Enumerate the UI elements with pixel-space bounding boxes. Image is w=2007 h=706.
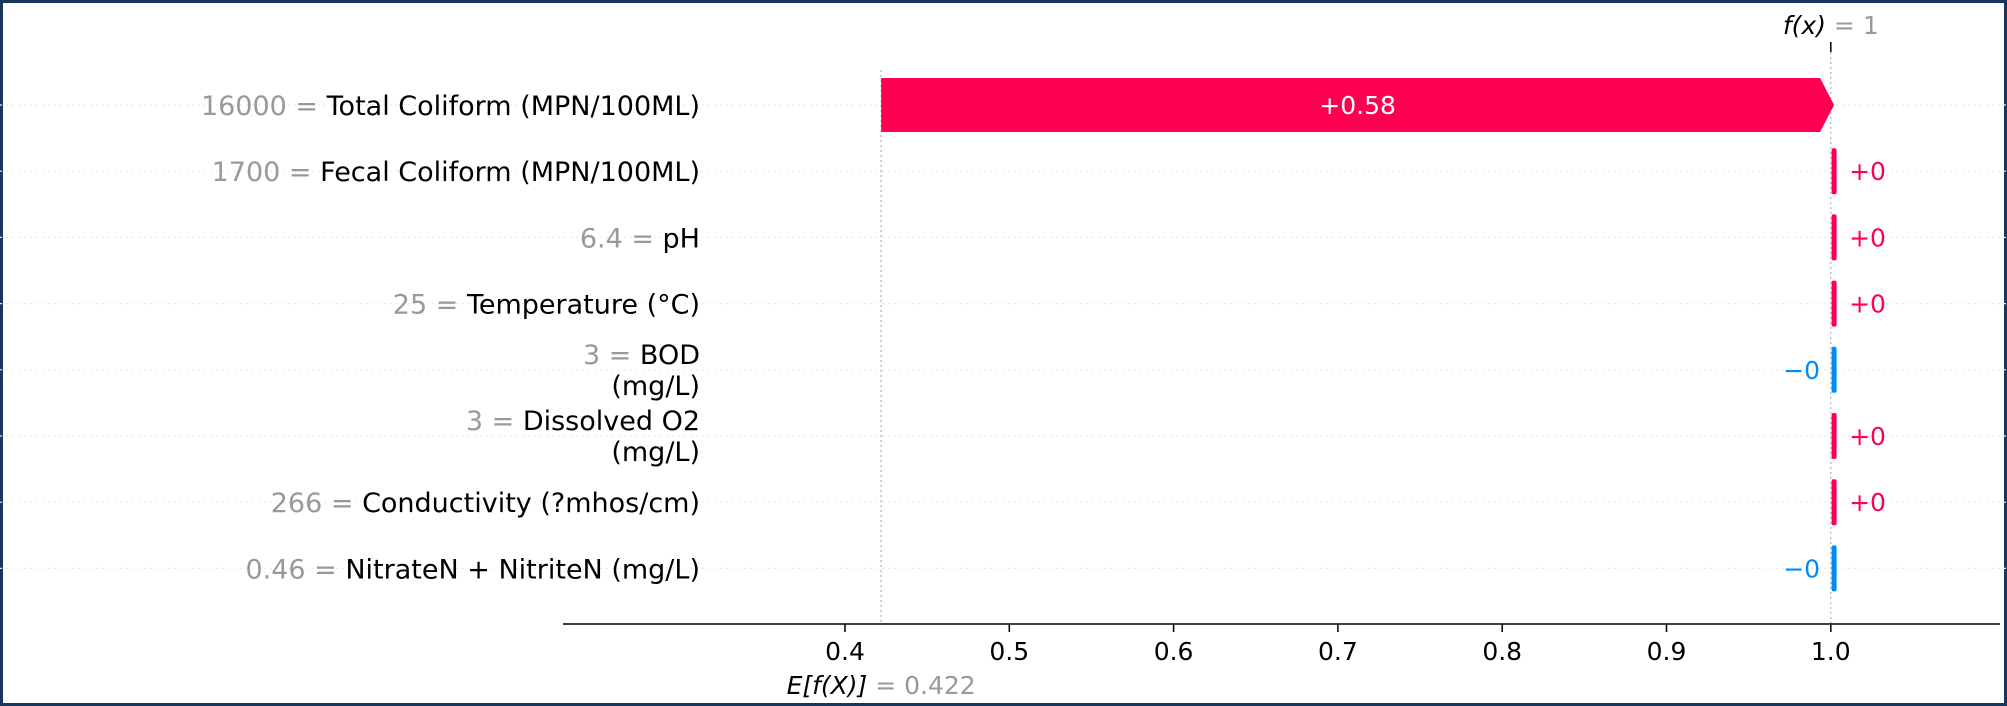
- x-tick-label: 0.5: [989, 637, 1029, 666]
- feature-label: 3 = BOD: [583, 340, 700, 371]
- fx-value: = 1: [1834, 11, 1879, 40]
- contribution-label: +0: [1849, 290, 1886, 319]
- x-tick-label: 0.9: [1647, 637, 1687, 666]
- feature-value: 3 =: [466, 406, 523, 437]
- feature-name: pH: [663, 223, 700, 254]
- x-tick-label: 0.6: [1154, 637, 1194, 666]
- contribution-bar: [1831, 346, 1837, 393]
- contribution-bar: [1831, 280, 1837, 327]
- feature-value: 16000 =: [201, 91, 327, 122]
- feature-value: 25 =: [393, 290, 467, 321]
- feature-label: 3 = Dissolved O2: [466, 406, 700, 437]
- feature-value: 266 =: [271, 488, 362, 519]
- efx-value: = 0.422: [875, 671, 975, 700]
- efx-symbol: E[f(X)]: [787, 671, 876, 700]
- feature-value: 3 =: [583, 340, 640, 371]
- feature-name-line2: (mg/L): [611, 437, 700, 468]
- contribution-label: +0: [1849, 157, 1886, 186]
- contribution-label: −0: [1783, 356, 1820, 385]
- contribution-label: +0: [1849, 488, 1886, 517]
- contribution-label: +0: [1849, 223, 1886, 252]
- contribution-bar: [1831, 545, 1837, 592]
- feature-name: Total Coliform (MPN/100ML): [326, 91, 700, 122]
- feature-label: 1700 = Fecal Coliform (MPN/100ML): [212, 157, 700, 188]
- feature-name: Fecal Coliform (MPN/100ML): [320, 157, 700, 188]
- feature-name: NitrateN + NitriteN (mg/L): [345, 554, 700, 585]
- feature-label: 0.46 = NitrateN + NitriteN (mg/L): [245, 554, 700, 585]
- x-tick-label: 0.7: [1318, 637, 1358, 666]
- feature-name-line2: (mg/L): [611, 371, 700, 402]
- contribution-bar: [1831, 214, 1837, 261]
- x-tick-label: 0.4: [825, 637, 865, 666]
- contribution-bar: [881, 78, 1835, 132]
- feature-name: BOD: [640, 340, 700, 371]
- feature-label: 6.4 = pH: [580, 223, 700, 254]
- feature-label: 25 = Temperature (°C): [393, 290, 700, 321]
- feature-label: 16000 = Total Coliform (MPN/100ML): [201, 91, 700, 122]
- feature-label: 266 = Conductivity (?mhos/cm): [271, 488, 700, 519]
- x-tick-label: 1.0: [1811, 637, 1851, 666]
- x-tick-label: 0.8: [1482, 637, 1522, 666]
- contribution-label: +0: [1849, 422, 1886, 451]
- fx-symbol: f(x): [1783, 11, 1834, 40]
- feature-name: Temperature (°C): [466, 290, 700, 321]
- efx-label: E[f(X)] = 0.422: [787, 671, 976, 700]
- contribution-bar: [1831, 413, 1837, 459]
- fx-label: f(x) = 1: [1783, 11, 1879, 40]
- contribution-label: −0: [1783, 554, 1820, 583]
- feature-name: Dissolved O2: [523, 406, 700, 437]
- contribution-bar: [1831, 148, 1837, 195]
- contribution-bar: [1831, 479, 1837, 526]
- feature-value: 6.4 =: [580, 223, 663, 254]
- feature-value: 0.46 =: [245, 554, 345, 585]
- feature-name: Conductivity (?mhos/cm): [362, 488, 700, 519]
- contribution-label: +0.58: [1319, 91, 1396, 120]
- feature-value: 1700 =: [212, 157, 321, 188]
